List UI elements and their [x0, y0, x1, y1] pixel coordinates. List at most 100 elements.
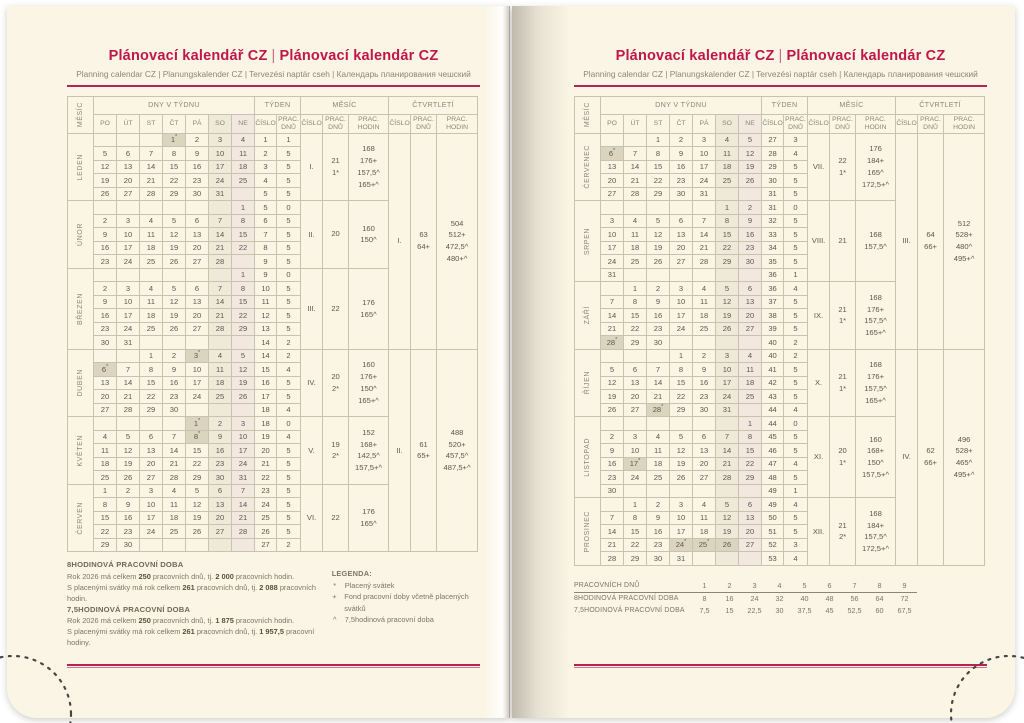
paid-holiday-asterisk: *: [638, 458, 641, 465]
day-cell: 11: [692, 510, 716, 526]
holiday-cell: 6*: [93, 362, 117, 377]
days-group-header: DNY V TÝDNU: [92, 96, 256, 115]
day-cell: 2: [185, 132, 209, 148]
day-cell: 29: [93, 537, 117, 553]
day-cell: [93, 416, 117, 431]
day-cell: 14: [162, 443, 186, 458]
holiday-cell: 1*: [162, 132, 186, 148]
day-cell: 2: [93, 281, 117, 296]
day-cell: 10: [116, 227, 140, 242]
day-cell: 29: [737, 470, 763, 485]
day-cell: [139, 537, 163, 553]
day-cell: 7: [600, 510, 624, 526]
day-cell: 18: [139, 240, 163, 256]
week-workdays: 5: [783, 294, 809, 310]
month-name: KVĚTEN: [67, 416, 94, 485]
holiday-cell: 17*: [623, 456, 647, 472]
subcolumn-header: ČÍSLO: [300, 114, 324, 134]
day-cell: 8: [715, 213, 739, 229]
day-cell: 22: [162, 173, 186, 188]
month-workhours: 168 176+ 157,5^ 165+^: [855, 348, 897, 418]
month-column-header: MĚSÍC: [67, 96, 94, 134]
month-name-label: ZÁŘÍ: [584, 306, 591, 325]
day-cell: 4: [162, 483, 186, 499]
day-cell: 22: [230, 240, 256, 256]
day-header-út: ÚT: [116, 114, 140, 134]
day-cell: 21: [623, 173, 647, 188]
day-cell: 19: [715, 524, 739, 539]
conversion-value: 37,5: [797, 606, 812, 616]
day-cell: 23: [646, 537, 670, 553]
day-header-út: ÚT: [623, 114, 647, 134]
day-cell: [162, 267, 186, 283]
day-cell: 22: [93, 524, 117, 539]
quarter-workhours: 504 512+ 472,5^ 480+^: [436, 132, 479, 350]
week-number: 46: [761, 443, 785, 458]
subcolumn-header: PRAC. DNŮ: [322, 114, 350, 134]
month-name: ČERVEN: [67, 483, 94, 553]
day-cell: [230, 186, 256, 202]
month-roman-numeral: I.: [300, 132, 324, 202]
day-cell: 1: [93, 483, 117, 499]
quarter-workhours: 496 528+ 465^ 495+^: [943, 348, 986, 566]
day-cell: 5: [715, 281, 739, 296]
day-cell: 26: [93, 186, 117, 202]
day-cell: [715, 551, 739, 566]
day-cell: 13: [185, 294, 209, 310]
day-cell: 12: [116, 443, 140, 458]
day-cell: 11: [93, 443, 117, 458]
day-cell: 20: [623, 389, 647, 404]
day-cell: 31: [715, 402, 739, 418]
day-cell: 7: [646, 362, 670, 377]
day-cell: 28: [623, 186, 647, 202]
day-cell: 19: [715, 308, 739, 323]
day-cell: 11: [737, 362, 763, 377]
day-cell: [737, 186, 763, 202]
day-cell: 5: [737, 132, 763, 148]
day-cell: [93, 200, 117, 215]
week-workdays: 5: [276, 375, 302, 391]
day-cell: [669, 200, 693, 215]
day-cell: [692, 267, 716, 283]
week-workdays: 5: [783, 389, 809, 404]
calendar-table-jul-dec: MĚSÍC DNY V TÝDNU TÝDEN MĚSÍC ČTVRTLETÍ PO ÚT S…: [574, 96, 987, 566]
day-cell: [139, 267, 163, 283]
day-cell: 5: [116, 429, 140, 445]
day-cell: 9: [600, 443, 624, 458]
week-number: 14: [254, 335, 278, 350]
perforation-dots-right: [949, 654, 1024, 723]
day-cell: [162, 335, 186, 350]
holiday-cell: 1*: [185, 416, 209, 431]
week-group-header: TÝDEN: [254, 96, 302, 115]
week-number: 2: [254, 146, 278, 161]
day-cell: 16: [646, 308, 670, 323]
day-cell: [669, 335, 693, 350]
day-cell: 2: [737, 200, 763, 215]
calendar-table: MĚSÍC DNY V TÝDNU TÝDEN MĚSÍC ČTVRTLETÍ PO ÚT S…: [67, 96, 479, 553]
title-separator: |: [778, 48, 783, 64]
month-roman-numeral: XII.: [807, 497, 831, 566]
day-cell: 26: [185, 524, 209, 539]
day-cell: 12: [162, 294, 186, 310]
week-number: 23: [254, 483, 278, 499]
day-cell: [93, 348, 117, 364]
day-cell: 22: [669, 389, 693, 404]
day-cell: [116, 267, 140, 283]
week-number: 28: [761, 146, 785, 161]
day-cell: 18: [139, 308, 163, 323]
worktime-sentence: S placenými svátky má rok celkem 261 pra…: [67, 627, 315, 648]
month-workdays: 21 1*: [829, 281, 857, 350]
week-workdays: 5: [276, 524, 302, 539]
week-workdays: 5: [783, 524, 809, 539]
day-cell: 17: [208, 159, 232, 175]
day-cell: 27: [737, 321, 763, 337]
day-cell: 1: [139, 348, 163, 364]
header-rule: [67, 85, 480, 87]
month-workhours: 168 176+ 157,5^ 165+^: [855, 281, 897, 350]
day-cell: 8: [669, 362, 693, 377]
page-title-sk: Plánovací kalendár CZ: [786, 48, 946, 64]
day-cell: 17: [692, 159, 716, 175]
week-number: 8: [254, 240, 278, 256]
day-cell: 26: [715, 321, 739, 337]
day-cell: 24: [208, 173, 232, 188]
